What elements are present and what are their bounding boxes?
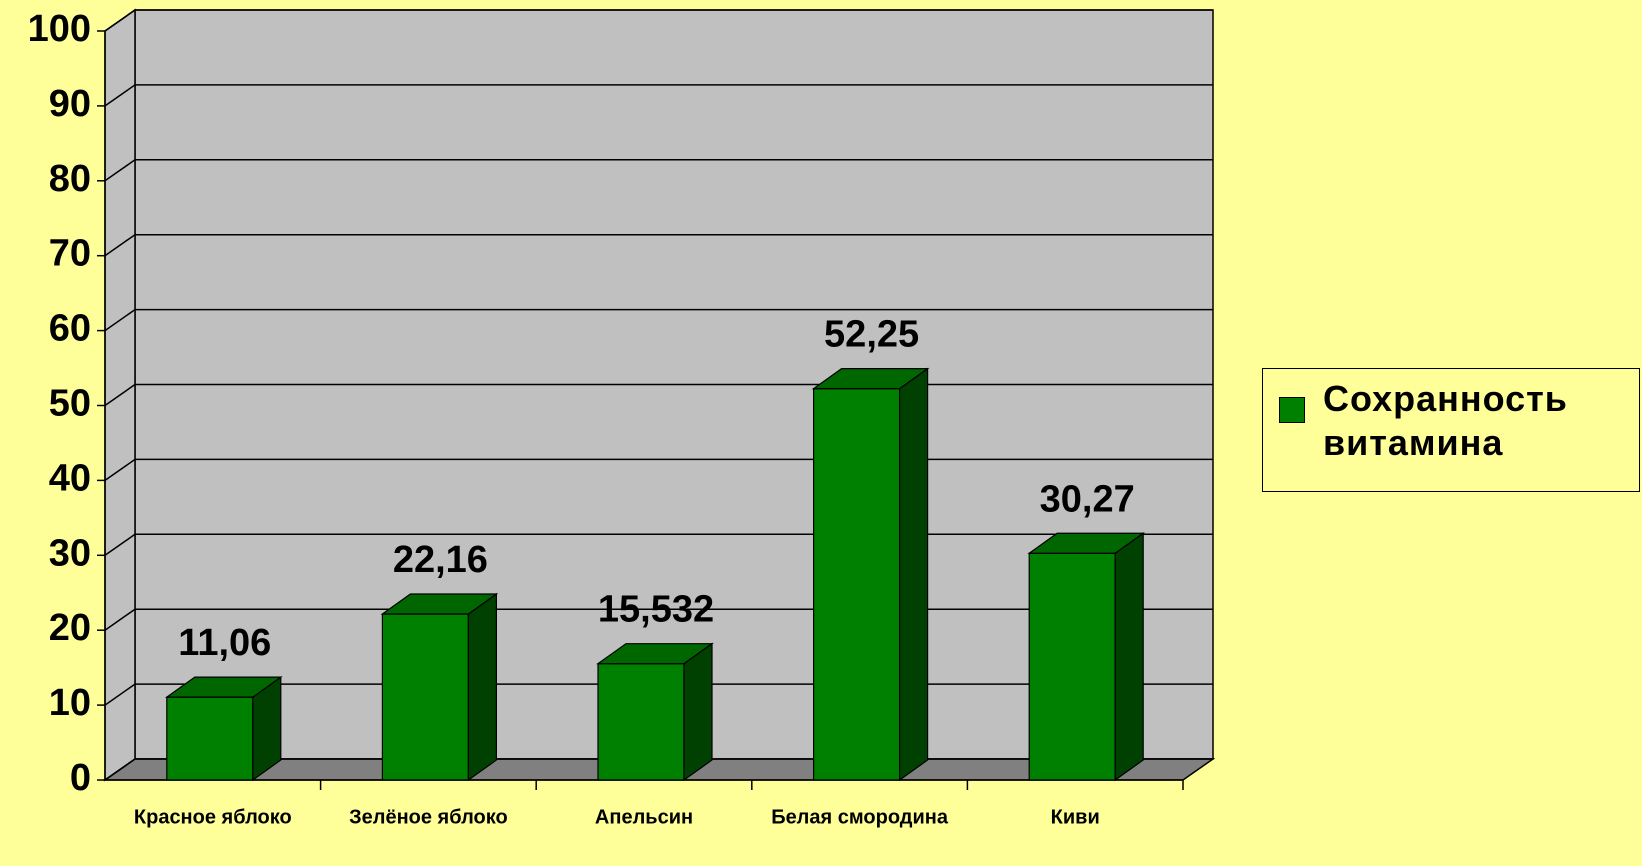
bar [1027,532,1146,782]
x-tick-label: Белая смородина [771,806,949,828]
y-tick-label: 70 [49,233,91,275]
value-label: 30,27 [1040,478,1135,520]
y-tick-label: 90 [49,83,91,125]
bar-side [898,367,929,782]
bar-front [597,663,685,781]
bar [596,642,714,782]
bar-top [164,676,283,698]
x-tick-label: Киви [1051,806,1100,828]
value-label: 22,16 [393,539,488,581]
y-tick-label: 60 [49,308,91,350]
grid-line [104,9,1213,32]
legend-swatch [1279,397,1305,423]
bar-front [381,613,469,781]
y-tick-label: 100 [28,8,91,50]
grid-line [104,84,1213,107]
bar [380,592,499,782]
y-tick-label: 10 [49,682,91,724]
bar-front [812,388,901,781]
value-label: 15,532 [598,589,714,631]
legend-label: Сохранность витамина [1323,378,1568,463]
bar-front [1028,552,1116,781]
bar-side [683,642,713,782]
bar-side [1114,532,1144,782]
bar-top [811,368,930,390]
bar-top [380,593,499,615]
y-tick-label: 20 [49,607,91,649]
value-label: 11,06 [178,622,271,664]
bar [164,675,283,782]
grid-line [104,233,1213,257]
value-label: 52,25 [824,314,919,356]
bar-front [166,696,254,781]
bar-side [467,592,497,782]
y-tick-label: 50 [49,383,91,425]
legend: Сохранность витамина [1262,368,1640,492]
bar-top [596,643,714,665]
y-tick-label: 30 [49,532,91,574]
bar-top [1027,532,1146,554]
x-tick-label: Апельсин [595,806,693,828]
y-tick-label: 40 [49,457,91,499]
grid-line [104,159,1213,182]
x-tick-label: Красное яблоко [134,806,292,828]
bar [811,367,930,782]
grid-line [104,308,1213,332]
x-tick-label: Зелёное яблоко [349,806,508,828]
y-tick-label: 0 [70,757,91,799]
y-tick-label: 80 [49,158,91,200]
